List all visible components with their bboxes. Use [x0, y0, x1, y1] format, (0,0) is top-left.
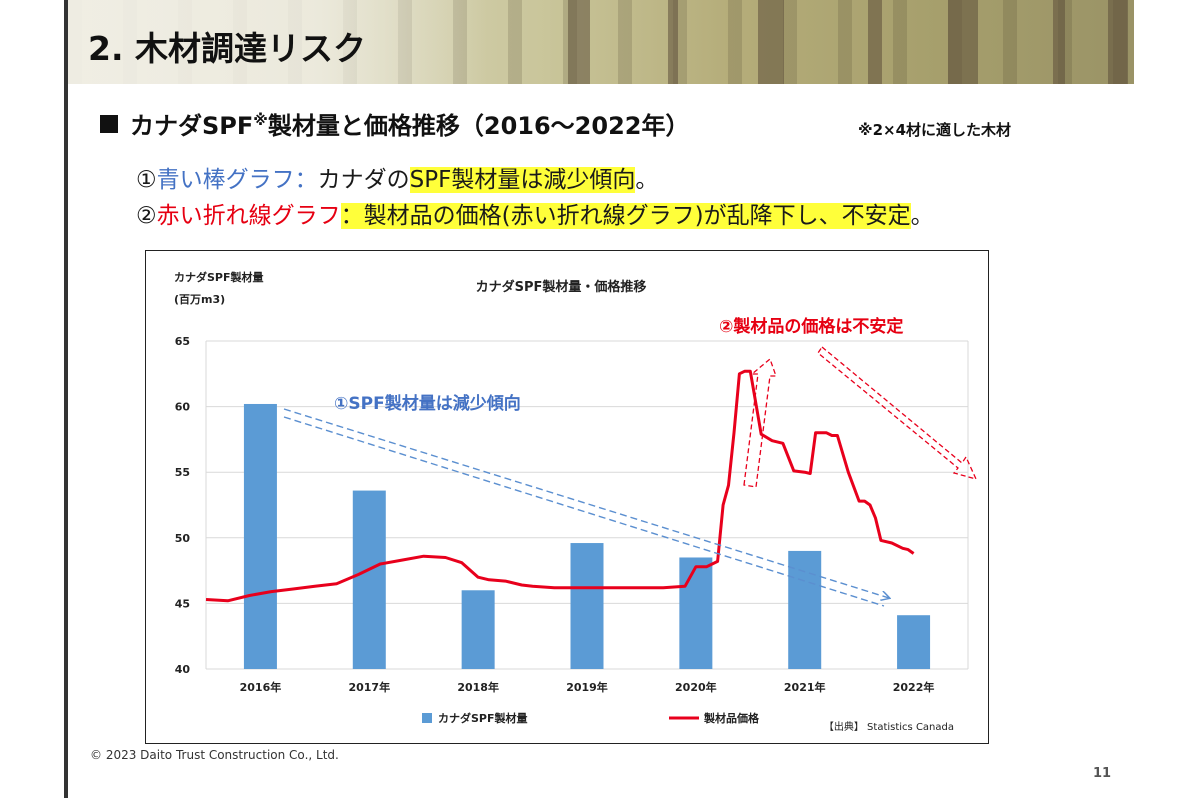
y-tick-label: 60 [175, 401, 191, 414]
annotation-price-unstable: ②製材品の価格は不安定 [719, 316, 903, 337]
point-2-suffix: 。 [910, 203, 934, 229]
y-axis-label: カナダSPF製材量 [174, 270, 264, 284]
x-tick-label: 2016年 [240, 680, 282, 694]
forest-header-banner [68, 0, 1134, 84]
point-2-highlight: 製材品の価格(赤い折れ線グラフ)が乱降下し、不安定 [363, 203, 911, 229]
x-tick-label: 2020年 [675, 680, 717, 694]
subtitle-main: カナダSPF [130, 112, 254, 140]
point-2: ②赤い折れ線グラフ：製材品の価格(赤い折れ線グラフ)が乱降下し、不安定。 [136, 196, 934, 230]
chart-title: カナダSPF製材量・価格推移 [476, 279, 647, 295]
price-line [205, 369, 915, 603]
chart-frame: 40 45 50 55 60 65 2016年 2017年 2018年 2019年 2020年 202… [145, 250, 989, 744]
x-tick-label: 2022年 [893, 680, 935, 694]
y-tick-label: 65 [175, 335, 190, 348]
square-bullet-icon [100, 115, 118, 133]
point-1: ①青い棒グラフ：カナダのSPF製材量は減少傾向。 [136, 160, 658, 194]
bar-2020年 [679, 557, 713, 669]
legend-bar-label: カナダSPF製材量 [438, 711, 528, 725]
legend-bar-swatch [422, 713, 432, 723]
page-number: 11 [1093, 766, 1112, 781]
footnote-text: ※2×4材に適した木材 [858, 121, 1012, 139]
subtitle-footnote-mark: ※ [253, 111, 268, 129]
annotation-volume-decline: ①SPF製材量は減少傾向 [334, 393, 521, 414]
x-tick-label: 2019年 [566, 680, 608, 694]
point-1-colored: 青い棒グラフ： [156, 167, 318, 193]
y-tick-label: 45 [175, 597, 190, 610]
copyright: © 2023 Daito Trust Construction Co., Ltd… [90, 748, 339, 762]
legend-line-label: 製材品価格 [703, 711, 760, 725]
slide-subtitle: カナダSPF※製材量と価格推移（2016～2022年） [100, 106, 689, 141]
source-credit: 【出典】 Statistics Canada [824, 720, 954, 733]
y-axis-unit: (百万m3) [174, 293, 225, 306]
x-tick-label: 2021年 [784, 680, 826, 694]
bar-2022年 [897, 615, 931, 669]
y-tick-label: 55 [175, 466, 190, 479]
x-tick-label: 2018年 [457, 680, 499, 694]
bar-2019年 [570, 543, 604, 669]
y-tick-label: 50 [175, 532, 191, 545]
chart-svg: 40 45 50 55 60 65 2016年 2017年 2018年 2019年 2020年 202… [174, 270, 978, 733]
point-1-mid: カナダの [317, 167, 410, 193]
left-accent-bar [64, 0, 68, 798]
point-2-colored: 赤い折れ線グラフ [156, 203, 341, 229]
page-title: 2. 木材調達リスク [88, 29, 366, 68]
trend-arrow-blue-lower [283, 416, 885, 607]
rise-arrow-red [743, 357, 777, 488]
trend-arrow-blue-upper [283, 408, 889, 598]
point-1-number: ① [136, 167, 157, 193]
x-tick-label: 2017年 [348, 680, 390, 694]
point-1-highlight: SPF製材量は減少傾向 [409, 167, 636, 193]
point-2-colon: ： [340, 203, 364, 229]
subtitle-rest: 製材量と価格推移（2016～2022年） [267, 112, 690, 140]
fall-arrow-red [817, 346, 978, 480]
point-1-suffix: 。 [635, 167, 659, 193]
bar-2021年 [788, 550, 822, 669]
bar-2018年 [461, 590, 495, 669]
bar-2016年 [243, 403, 277, 669]
y-tick-label: 40 [175, 663, 191, 676]
bar-2017年 [352, 490, 386, 669]
point-2-number: ② [136, 203, 157, 229]
